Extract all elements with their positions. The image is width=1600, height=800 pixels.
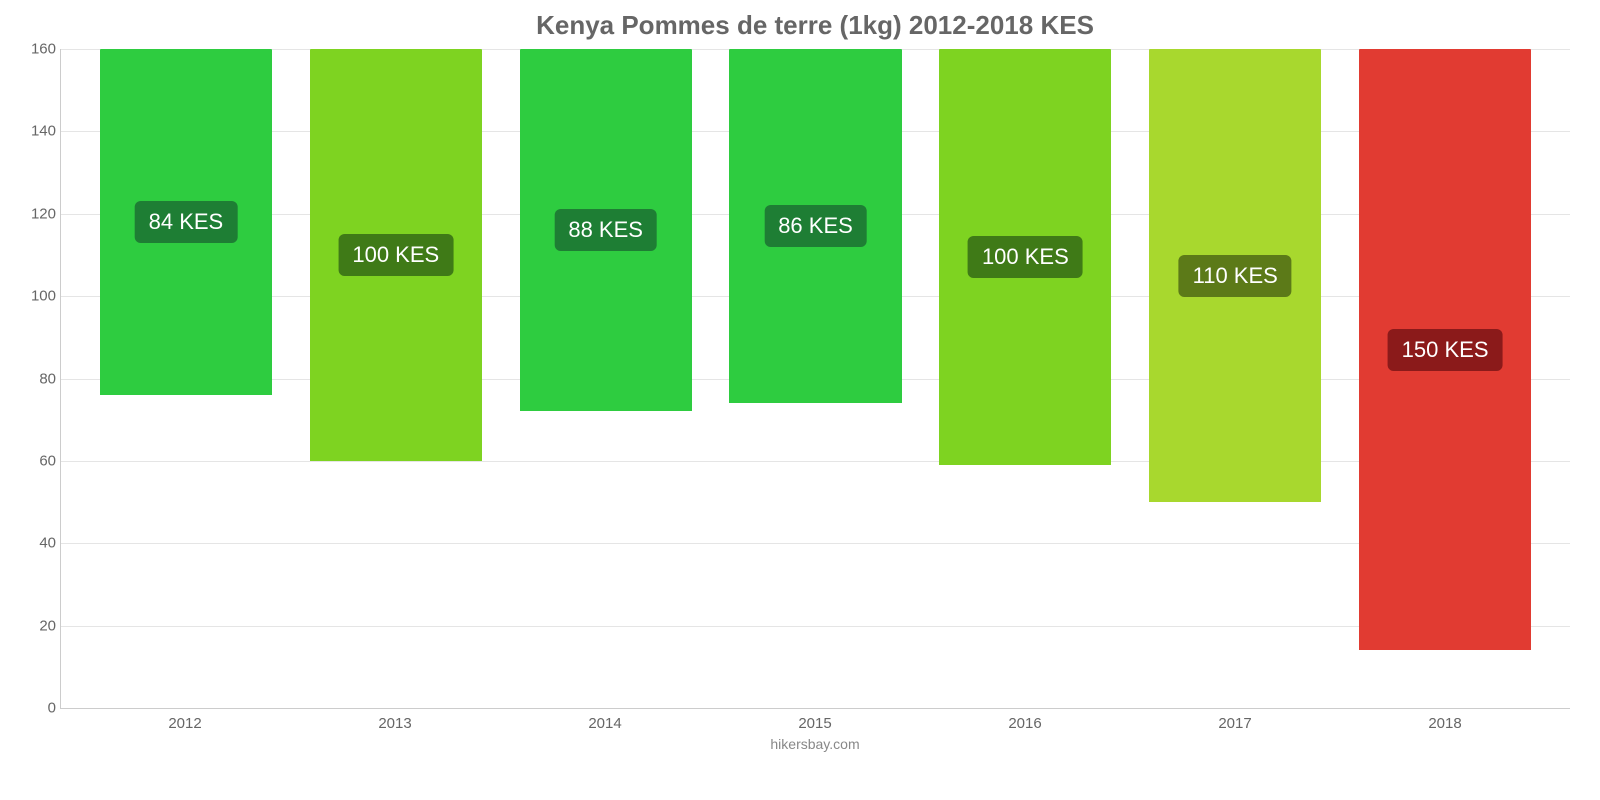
value-badge: 86 KES: [764, 205, 867, 247]
bar-slot: 88 KES: [501, 49, 711, 708]
value-badge: 88 KES: [554, 209, 657, 251]
x-tick-label: 2016: [920, 715, 1130, 732]
y-tick-label: 80: [16, 370, 56, 387]
bar-slot: 110 KES: [1130, 49, 1340, 708]
y-tick-label: 40: [16, 535, 56, 552]
bar-slot: 84 KES: [81, 49, 291, 708]
chart-source: hikersbay.com: [60, 736, 1570, 752]
value-badge: 110 KES: [1179, 255, 1292, 297]
y-tick-label: 0: [16, 700, 56, 717]
x-tick-label: 2012: [80, 715, 290, 732]
plot-area: 020406080100120140160 84 KES100 KES88 KE…: [60, 49, 1570, 709]
x-tick-label: 2017: [1130, 715, 1340, 732]
x-axis-labels: 2012201320142015201620172018: [60, 709, 1570, 732]
bar-2014: 88 KES: [520, 49, 692, 411]
chart-title: Kenya Pommes de terre (1kg) 2012-2018 KE…: [60, 10, 1570, 41]
bar-chart: Kenya Pommes de terre (1kg) 2012-2018 KE…: [0, 0, 1600, 800]
bar-slot: 100 KES: [920, 49, 1130, 708]
y-tick-label: 100: [16, 288, 56, 305]
y-tick-label: 20: [16, 617, 56, 634]
value-badge: 100 KES: [338, 234, 453, 276]
value-badge: 84 KES: [135, 201, 238, 243]
value-badge: 100 KES: [968, 236, 1083, 278]
x-tick-label: 2015: [710, 715, 920, 732]
bars-container: 84 KES 100 KES 88 KES 86 KES 100 KES 110 KES 1…: [61, 49, 1570, 708]
y-tick-label: 60: [16, 452, 56, 469]
bar-slot: 150 KES: [1340, 49, 1550, 708]
bar-slot: 86 KES: [711, 49, 921, 708]
bar-2016: 100 KES: [939, 49, 1111, 465]
bar-2015: 86 KES: [729, 49, 901, 403]
y-tick-label: 120: [16, 205, 56, 222]
bar-2012: 84 KES: [100, 49, 272, 395]
x-tick-label: 2018: [1340, 715, 1550, 732]
x-tick-label: 2013: [290, 715, 500, 732]
y-tick-label: 160: [16, 41, 56, 58]
value-badge: 150 KES: [1388, 329, 1503, 371]
bar-2013: 100 KES: [310, 49, 482, 461]
bar-2017: 110 KES: [1149, 49, 1321, 502]
bar-2018: 150 KES: [1359, 49, 1531, 650]
y-tick-label: 140: [16, 123, 56, 140]
bar-slot: 100 KES: [291, 49, 501, 708]
x-tick-label: 2014: [500, 715, 710, 732]
